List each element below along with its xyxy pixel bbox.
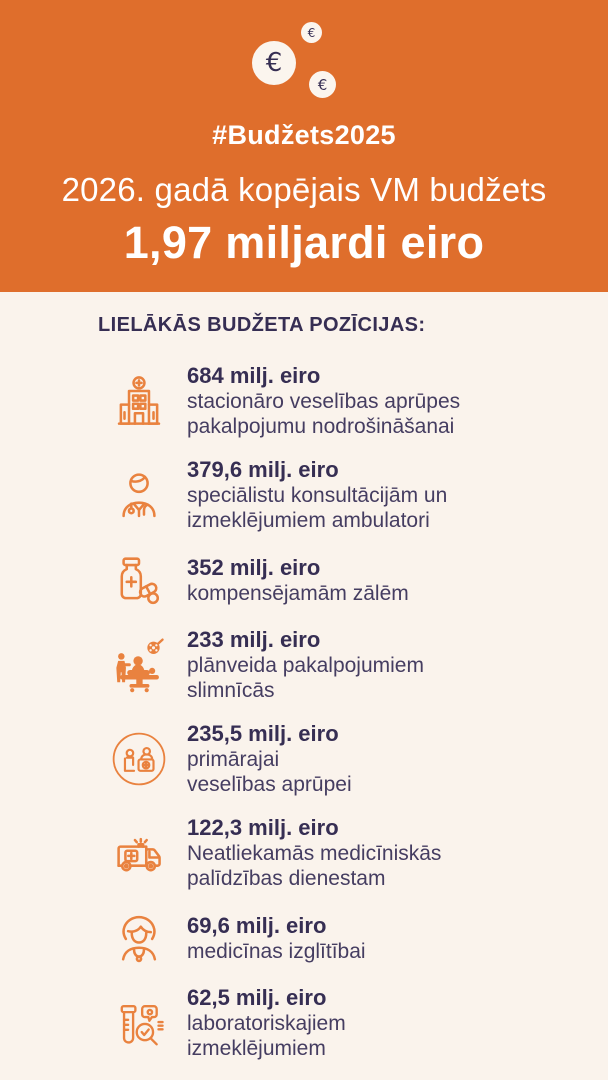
hospital-icon [110,372,168,430]
description-line: laboratoriskajiem [187,1012,346,1035]
item-amount: 684 milj. eiro [187,363,321,388]
content-body: LIELĀKĀS BUDŽETA POZĪCIJAS: 684 milj. ei… [0,292,608,1061]
hashtag: #Budžets2025 [212,120,396,150]
budget-item: 122,3 milj. eiro Neatliekamās medicīnisk… [110,815,608,891]
lab-icon [110,994,168,1052]
description-line: slimnīcās [187,679,275,702]
item-description: primārajai veselības aprūpei [187,747,352,797]
item-description: Neatliekamās medicīniskās palīdzības dien… [187,841,441,891]
description-line: kompensējamām zālēm [187,581,409,605]
description-line: plānveida pakalpojumiem [187,654,424,677]
description-line: Neatliekamās medicīniskās [187,842,442,865]
item-description: laboratoriskajiem izmeklējumiem [187,1011,346,1061]
description-line: medicīnas izglītībai [187,939,366,963]
description-line: izmeklējumiem ambulatori [187,509,430,532]
description-line: palīdzības dienestam [187,867,386,890]
medicine-icon [110,551,168,609]
description-line: veselības aprūpei [187,773,352,796]
section-heading: LIELĀKĀS BUDŽETA POZĪCIJAS: [98,314,426,336]
doctor-icon [110,466,168,524]
item-amount: 122,3 milj. eiro [187,815,339,840]
item-description: speciālistu konsultācijām un izmeklējumie… [187,483,447,533]
item-description: medicīnas izglītībai [187,939,366,964]
item-text: 233 milj. eiro plānveida pakalpojumiem sl… [187,627,424,703]
description-line: primārajai [187,748,280,771]
budget-item: 235,5 milj. eiro primārajai veselības apr… [110,721,608,797]
budget-item: 233 milj. eiro plānveida pakalpojumiem sl… [110,627,608,703]
euro-coin-small: € [301,22,322,43]
budget-item: 352 milj. eiro kompensējamām zālēm [110,551,608,609]
budget-item: 69,6 milj. eiro medicīnas izglītībai [110,909,608,967]
item-text: 235,5 milj. eiro primārajai veselības apr… [187,721,352,797]
surgery-icon [110,636,168,694]
euro-coins: € € € [0,0,608,108]
header-title: 1,97 miljardi eiro [123,217,485,268]
primary-care-icon [110,730,168,788]
description-line: pakalpojumu nodrošināšanai [187,415,455,438]
item-text: 684 milj. eiro stacionāro veselības aprū… [187,363,460,439]
item-amount: 69,6 milj. eiro [187,912,327,938]
item-text: 122,3 milj. eiro Neatliekamās medicīnisk… [187,815,441,891]
euro-coin-large: € [252,41,296,85]
header-subtitle: 2026. gadā kopējais VM budžets [61,171,547,208]
item-description: kompensējamām zālēm [187,581,409,606]
budget-item: 62,5 milj. eiro laboratoriskajiem izmeklē… [110,985,608,1061]
item-amount: 233 milj. eiro [187,627,321,652]
item-amount: 379,6 milj. eiro [187,457,339,482]
item-text: 352 milj. eiro kompensējamām zālēm [187,555,409,606]
header-hero: € € € #Budžets2025 2026. gadā kopējais V… [0,0,608,292]
item-text: 62,5 milj. eiro laboratoriskajiem izmeklē… [187,985,346,1061]
item-description: stacionāro veselības aprūpes pakalpojumu … [187,389,460,439]
budget-list: 684 milj. eiro stacionāro veselības aprū… [0,363,608,1061]
budget-item: 684 milj. eiro stacionāro veselības aprū… [110,363,608,439]
description-line: izmeklējumiem [187,1037,326,1060]
item-text: 69,6 milj. eiro medicīnas izglītībai [187,913,366,964]
item-text: 379,6 milj. eiro speciālistu konsultācij… [187,457,447,533]
budget-item: 379,6 milj. eiro speciālistu konsultācij… [110,457,608,533]
item-description: plānveida pakalpojumiem slimnīcās [187,653,424,703]
description-line: stacionāro veselības aprūpes [187,390,461,413]
ambulance-icon [110,824,168,882]
item-amount: 235,5 milj. eiro [187,721,339,746]
item-amount: 62,5 milj. eiro [187,985,327,1010]
description-line: speciālistu konsultācijām un [187,484,448,507]
item-amount: 352 milj. eiro [187,554,321,580]
euro-coin-medium: € [309,71,336,98]
nurse-icon [110,909,168,967]
